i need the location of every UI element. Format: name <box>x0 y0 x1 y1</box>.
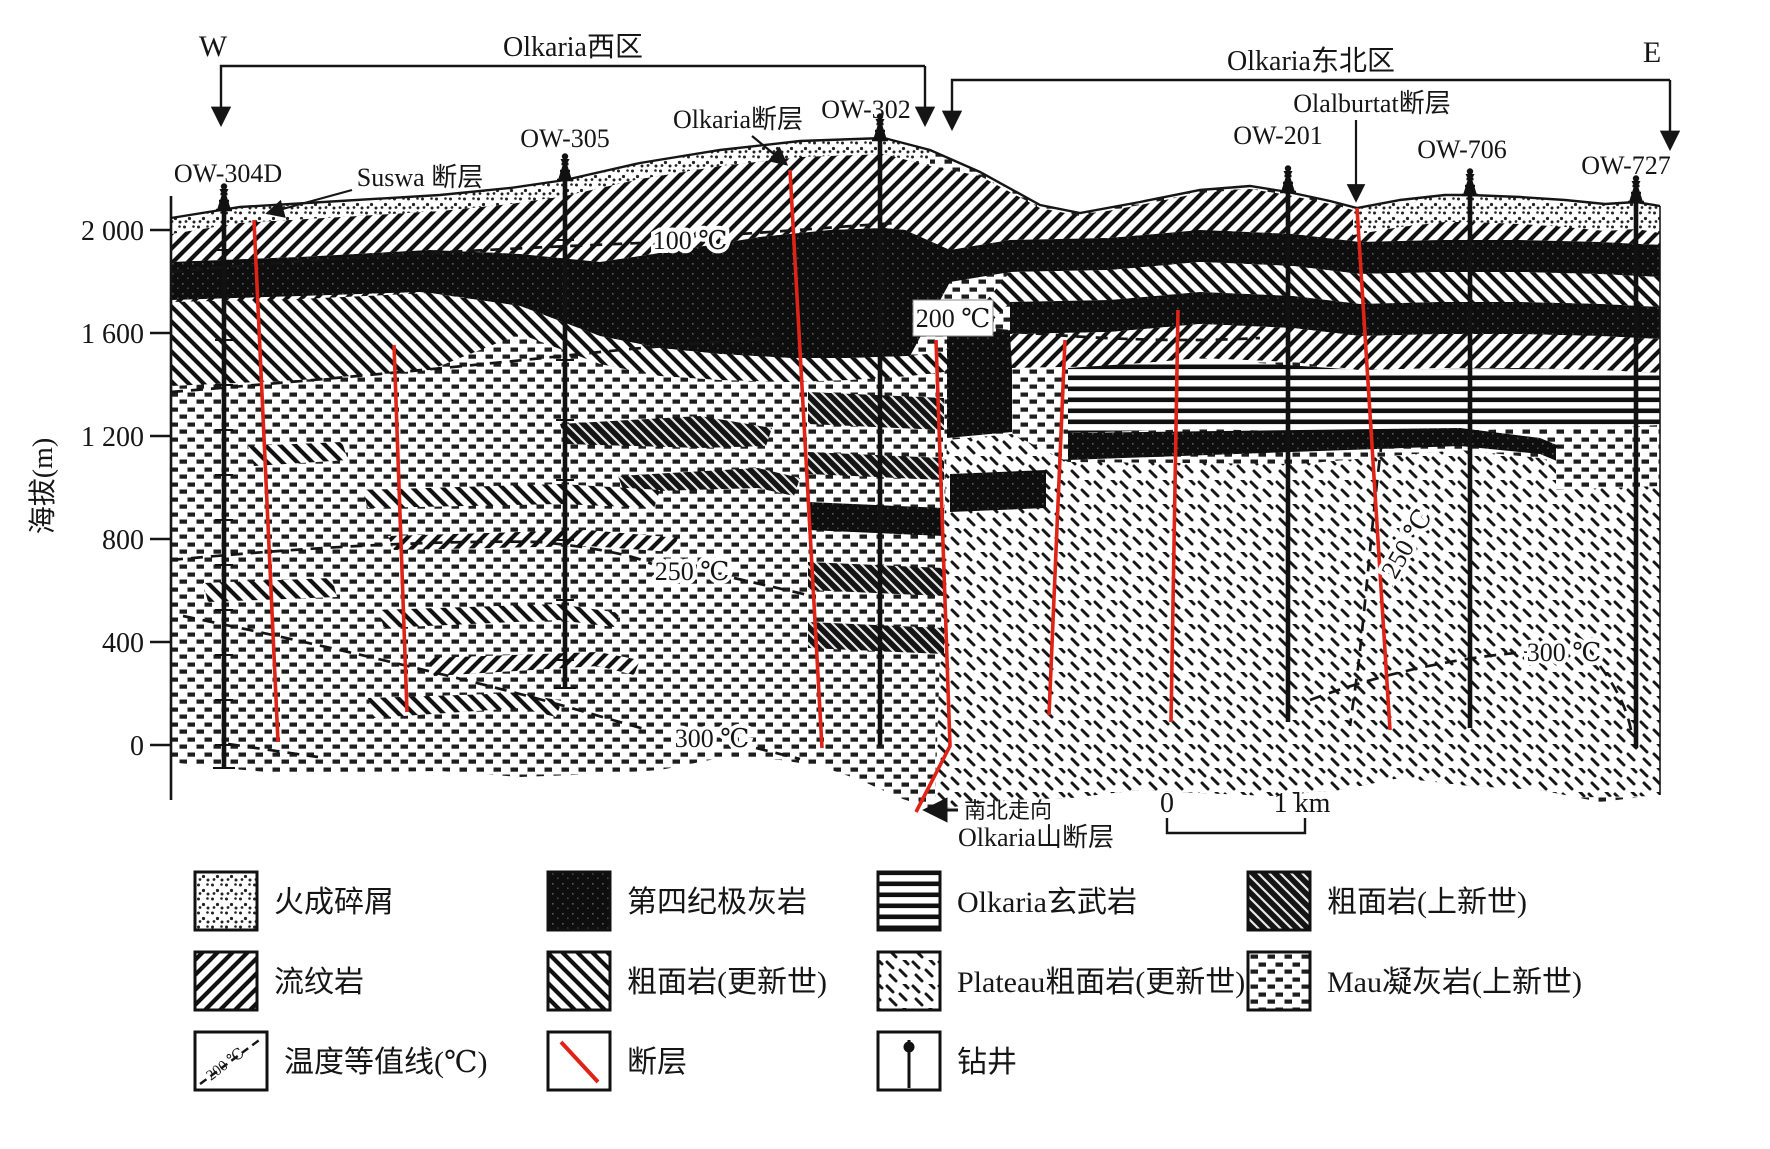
stratum-olkaria-basalt <box>1068 359 1660 433</box>
scale-bar-start: 0 <box>1160 788 1174 819</box>
suswa-fault-label: Suswa 断层 <box>357 163 483 192</box>
isotherm-300-east <box>1309 650 1633 731</box>
isotherm-250-west <box>170 540 813 598</box>
suswa-fault-arrow <box>265 188 353 218</box>
wells <box>221 140 1639 768</box>
olalburtat-fault-line <box>1355 207 1392 731</box>
trachyte-lenses <box>203 416 800 718</box>
ground-surface-line <box>170 136 1661 220</box>
scale-bar: 0 1 km <box>1160 788 1331 835</box>
isotherm-100 <box>170 221 896 274</box>
olkaria-mountain-fault-line <box>914 339 952 813</box>
derrick-ow201 <box>1278 164 1298 194</box>
temperature-isotherms <box>170 221 1633 761</box>
legend-swatch-isotherm <box>193 1030 269 1092</box>
legend-label-plateau: Plateau粗面岩(更新世) <box>957 966 1245 999</box>
mau-patch-east <box>1556 442 1660 490</box>
isotherm-label-200-box <box>912 299 994 337</box>
legend-label-borehole: 钻井 <box>957 1046 1017 1079</box>
olkaria-fault-arrow <box>751 135 789 166</box>
legend-swatch-fault <box>546 1030 612 1092</box>
tick-1200: 1 200 <box>81 422 144 453</box>
direction-west: W <box>199 30 228 63</box>
well-label-ow305: OW-305 <box>520 124 610 153</box>
isotherm-label-100: 100 ℃ <box>653 226 728 255</box>
west-region-bracket <box>210 64 925 128</box>
stratum-plateau-trachyte <box>935 434 1660 808</box>
stratum-pyroclastics-west <box>171 138 930 234</box>
legend-swatch-rhyolite <box>193 950 259 1012</box>
region-brackets <box>210 64 1681 152</box>
isotherm-200 <box>170 328 1261 394</box>
well-label-ow727: OW-727 <box>1581 151 1671 180</box>
derrick-ow305 <box>555 152 575 182</box>
stratum-rhyolite <box>171 154 1660 262</box>
legend-label-isotherm: 温度等值线(℃) <box>284 1046 488 1079</box>
isotherm-label-200: 200 ℃ <box>916 304 991 333</box>
strata-layers <box>171 138 1660 810</box>
well-casing-ticks <box>213 239 576 769</box>
west-region-label: Olkaria西区 <box>503 32 643 63</box>
dark-lens-plateau <box>950 470 1046 512</box>
olkaria-fault-label: Olkaria断层 <box>673 105 803 134</box>
well-label-ow201: OW-201 <box>1233 121 1323 150</box>
legend-label-rhyolite: 流纹岩 <box>274 966 364 999</box>
suswa-fault-line <box>252 219 280 743</box>
fault-lines <box>252 169 1392 813</box>
well-label-ow706: OW-706 <box>1417 135 1507 164</box>
isotherm-label-300-west: 300 ℃ <box>675 724 750 753</box>
legend-swatch-quaternary <box>546 870 612 932</box>
fault-line-east-6 <box>1169 309 1180 723</box>
graben-column-bands <box>808 392 944 654</box>
stratum-dark-under-basalt <box>1068 428 1612 484</box>
legend-label-fault: 断层 <box>627 1046 687 1079</box>
tick-400: 400 <box>102 628 144 659</box>
legend: 火成碎屑 第四纪极灰岩 Olkaria玄武岩 粗面岩(上新世) 流纹岩 粗面岩(… <box>193 870 1582 1092</box>
east-region-bracket <box>941 78 1670 132</box>
legend-label-basalt: Olkaria玄武岩 <box>957 886 1137 919</box>
dark-column-west-of-basalt <box>947 330 1012 438</box>
legend-label-pyroclastics: 火成碎屑 <box>274 886 394 919</box>
stratum-pyroclastics-east <box>1353 195 1660 235</box>
direction-east: E <box>1643 36 1661 69</box>
stratum-hatch-east <box>1010 324 1660 373</box>
legend-label-trachyte-pliocene: 粗面岩(上新世) <box>1327 886 1527 919</box>
legend-borehole-head <box>903 1041 915 1053</box>
legend-swatch-plateau <box>876 950 942 1012</box>
tick-1600: 1 600 <box>81 319 144 350</box>
fault-line-east-5 <box>1047 339 1067 716</box>
tick-800: 800 <box>102 525 144 556</box>
legend-label-quaternary: 第四纪极灰岩 <box>627 886 807 919</box>
legend-label-trachyte-pleistocene: 粗面岩(更新世) <box>627 966 827 999</box>
ns-fault-label-line2: Olkaria山断层 <box>958 823 1114 852</box>
tick-0: 0 <box>130 731 144 762</box>
legend-label-mau: Mau凝灰岩(上新世) <box>1327 966 1582 999</box>
olkaria-fault-line <box>788 169 824 749</box>
fault-line-west-2 <box>392 344 409 713</box>
derrick-ow706 <box>1460 167 1480 197</box>
legend-swatch-pyroclastics <box>193 870 259 932</box>
isotherm-label-300-east: 300 ℃ <box>1527 638 1602 667</box>
isotherm-label-250-west: 250 ℃ <box>655 557 730 586</box>
elevation-axis: 2 000 1 600 1 200 800 400 0 海拔(m) <box>27 196 173 800</box>
northeast-region-label: Olkaria东北区 <box>1227 45 1395 77</box>
axis-title: 海拔(m) <box>27 438 59 534</box>
legend-swatch-trachyte-pleistocene <box>546 950 612 1012</box>
legend-swatch-basalt <box>876 870 942 932</box>
well-label-ow302: OW-302 <box>821 95 911 124</box>
legend-swatch-trachyte-pliocene <box>1246 870 1312 932</box>
well-label-ow304d: OW-304D <box>174 159 282 188</box>
legend-fault-line <box>559 1040 600 1084</box>
olalburtat-fault-label: Olalburtat断层 <box>1293 89 1450 118</box>
stratum-quaternary-lower-east <box>1010 292 1660 339</box>
tick-2000: 2 000 <box>81 216 144 247</box>
isotherm-250-east <box>1348 439 1384 727</box>
legend-swatch-mau <box>1246 950 1312 1012</box>
ns-fault-label-line1: 南北走向 <box>964 798 1052 823</box>
scale-bar-end: 1 km <box>1274 788 1331 819</box>
